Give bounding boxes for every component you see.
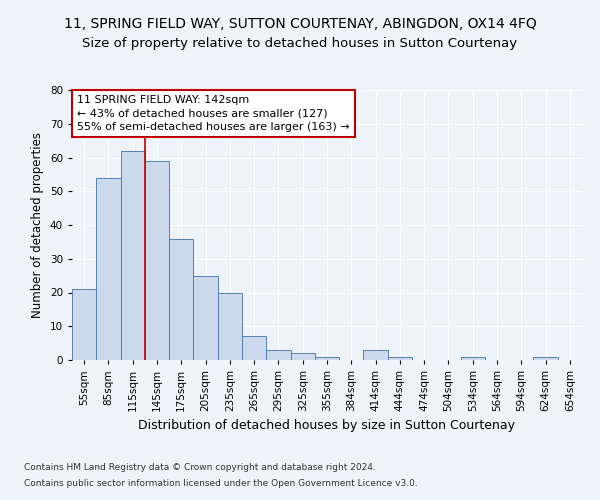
Bar [461, 356, 485, 360]
Text: 11 SPRING FIELD WAY: 142sqm
← 43% of detached houses are smaller (127)
55% of se: 11 SPRING FIELD WAY: 142sqm ← 43% of det… [77, 96, 350, 132]
Bar [533, 356, 558, 360]
Text: Contains public sector information licensed under the Open Government Licence v3: Contains public sector information licen… [24, 478, 418, 488]
Bar [145, 161, 169, 360]
Bar [315, 356, 339, 360]
Bar [72, 289, 96, 360]
Bar [364, 350, 388, 360]
X-axis label: Distribution of detached houses by size in Sutton Courtenay: Distribution of detached houses by size … [139, 420, 515, 432]
Y-axis label: Number of detached properties: Number of detached properties [31, 132, 44, 318]
Text: 11, SPRING FIELD WAY, SUTTON COURTENAY, ABINGDON, OX14 4FQ: 11, SPRING FIELD WAY, SUTTON COURTENAY, … [64, 18, 536, 32]
Text: Contains HM Land Registry data © Crown copyright and database right 2024.: Contains HM Land Registry data © Crown c… [24, 464, 376, 472]
Bar [218, 292, 242, 360]
Bar [266, 350, 290, 360]
Bar [121, 151, 145, 360]
Bar [96, 178, 121, 360]
Bar [169, 238, 193, 360]
Bar [193, 276, 218, 360]
Bar [388, 356, 412, 360]
Bar [242, 336, 266, 360]
Text: Size of property relative to detached houses in Sutton Courtenay: Size of property relative to detached ho… [82, 38, 518, 51]
Bar [290, 353, 315, 360]
